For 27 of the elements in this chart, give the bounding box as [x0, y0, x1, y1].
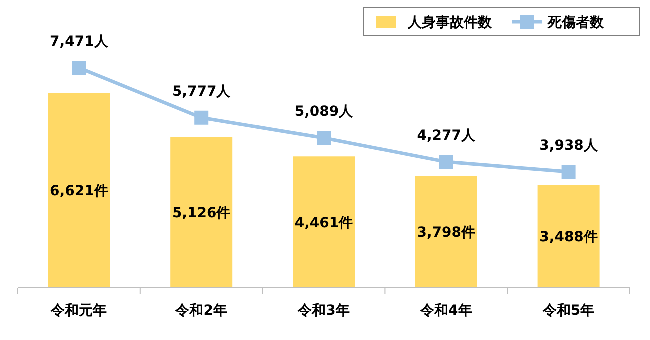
data-label: 3,938人	[540, 138, 599, 154]
legend-label: 人身事故件数	[407, 15, 493, 31]
data-label: 4,277人	[417, 128, 477, 144]
data-label: 7,471人	[50, 34, 110, 50]
bar	[538, 185, 600, 288]
x-tick-label: 令和2年	[174, 303, 228, 319]
bar	[293, 156, 355, 288]
data-label: 5,777人	[172, 84, 232, 100]
point	[194, 110, 209, 125]
bar	[48, 93, 110, 288]
data-label: 4,461件	[294, 215, 354, 232]
data-label: 3,798件	[417, 225, 476, 242]
data-label: 5,089人	[294, 104, 354, 120]
bar	[415, 176, 478, 288]
x-tick-label: 令和元年	[50, 303, 108, 319]
x-tick-label: 令和5年	[542, 303, 595, 319]
data-label: 6,621件	[50, 184, 108, 200]
point	[317, 131, 331, 146]
bar	[170, 137, 233, 288]
legend-label: 死傷者数	[547, 15, 605, 31]
point	[72, 61, 86, 75]
data-label: 3,488件	[540, 230, 598, 246]
x-tick-label: 令和4年	[420, 303, 472, 319]
point	[439, 155, 454, 170]
point	[562, 165, 576, 180]
x-tick-label: 令和3年	[297, 303, 350, 319]
data-label: 5,126件	[172, 206, 231, 222]
